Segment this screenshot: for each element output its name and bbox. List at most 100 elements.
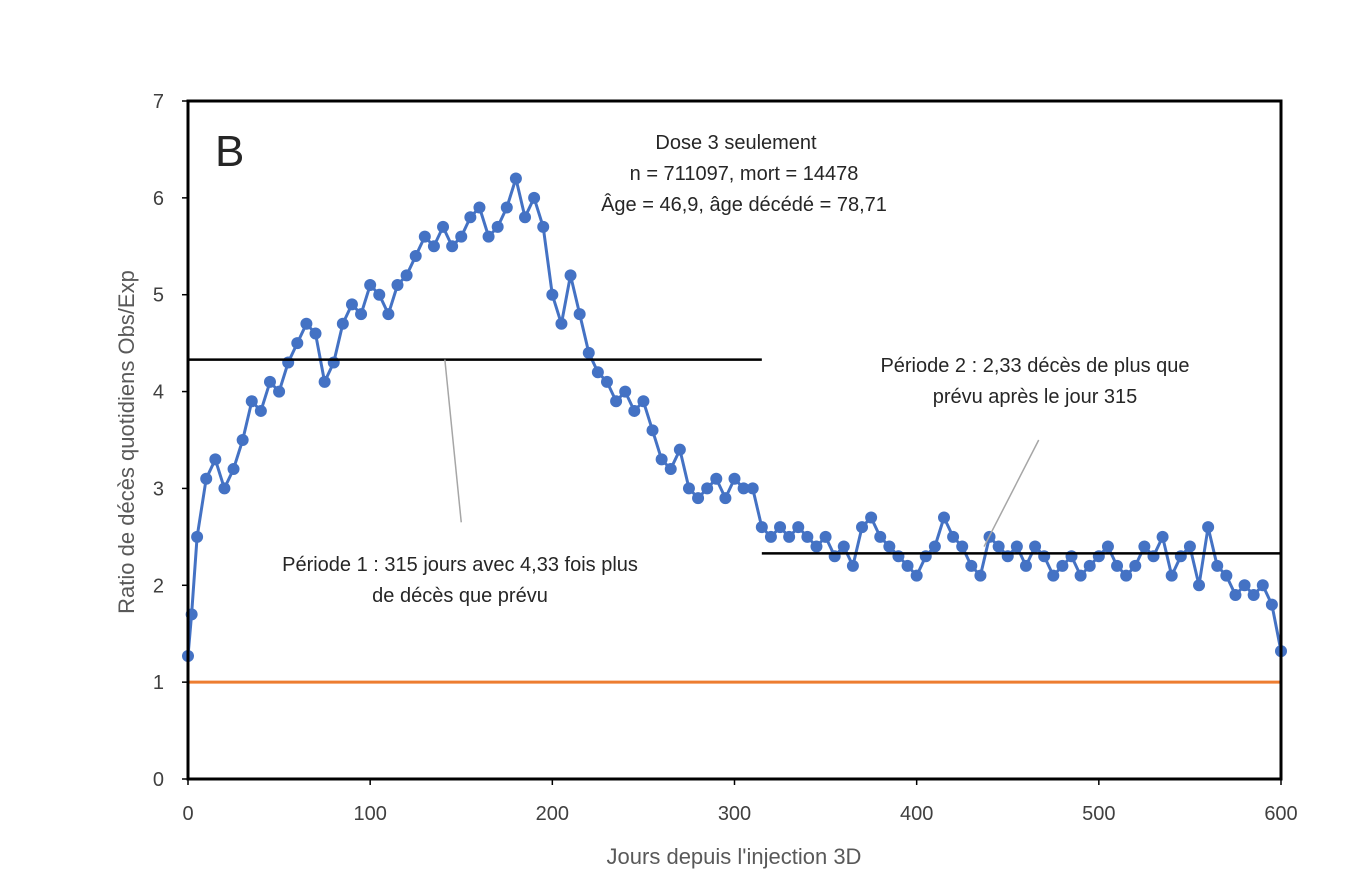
data-point: [346, 298, 358, 310]
data-point: [1239, 579, 1251, 591]
data-point: [1029, 541, 1041, 553]
data-point: [209, 453, 221, 465]
data-point: [455, 231, 467, 243]
data-point: [437, 221, 449, 233]
period-2-annotation: Période 2 : 2,33 décès de plus que prévu…: [880, 355, 1189, 408]
data-point: [246, 395, 258, 407]
data-point: [1147, 550, 1159, 562]
data-point: [1193, 579, 1205, 591]
data-point: [410, 250, 422, 262]
data-point: [1166, 570, 1178, 582]
data-point: [191, 531, 203, 543]
data-point: [565, 269, 577, 281]
data-point: [319, 376, 331, 388]
data-point: [592, 366, 604, 378]
x-tick-label: 0: [182, 803, 193, 825]
x-tick-label: 100: [353, 803, 386, 825]
data-point: [810, 541, 822, 553]
data-point: [1084, 560, 1096, 572]
data-point: [701, 482, 713, 494]
data-point: [228, 463, 240, 475]
data-point: [874, 531, 886, 543]
data-point: [601, 376, 613, 388]
data-point: [373, 289, 385, 301]
data-point: [792, 521, 804, 533]
data-point: [291, 337, 303, 349]
y-tick-label: 6: [153, 188, 164, 210]
data-point: [382, 308, 394, 320]
data-point: [647, 424, 659, 436]
data-point: [1202, 521, 1214, 533]
data-point: [1211, 560, 1223, 572]
data-point: [310, 327, 322, 339]
info-box: Dose 3 seulement n = 711097, mort = 1447…: [601, 132, 887, 216]
data-point: [929, 541, 941, 553]
data-point: [1047, 570, 1059, 582]
data-point: [710, 473, 722, 485]
data-point: [218, 482, 230, 494]
data-point: [200, 473, 212, 485]
data-point: [1075, 570, 1087, 582]
period-2-leader-line: [984, 440, 1039, 547]
series-line: [188, 179, 1281, 657]
period-2-text-2: prévu après le jour 315: [933, 386, 1138, 408]
data-point: [993, 541, 1005, 553]
data-point: [683, 482, 695, 494]
y-tick-label: 2: [153, 575, 164, 597]
data-point: [774, 521, 786, 533]
data-point: [337, 318, 349, 330]
data-point: [355, 308, 367, 320]
data-point: [938, 511, 950, 523]
data-point: [838, 541, 850, 553]
data-point: [947, 531, 959, 543]
data-point: [492, 221, 504, 233]
data-point: [674, 444, 686, 456]
data-point: [501, 202, 513, 214]
data-point: [1229, 589, 1241, 601]
y-tick-label: 3: [153, 478, 164, 500]
data-point: [865, 511, 877, 523]
info-line-2: n = 711097, mort = 14478: [630, 163, 859, 185]
data-point: [1093, 550, 1105, 562]
data-point: [911, 570, 923, 582]
data-point: [401, 269, 413, 281]
data-point: [883, 541, 895, 553]
data-point: [747, 482, 759, 494]
data-point: [282, 357, 294, 369]
info-line-1: Dose 3 seulement: [655, 132, 817, 154]
data-point: [328, 357, 340, 369]
x-axis-title: Jours depuis l'injection 3D: [607, 844, 862, 869]
data-point: [801, 531, 813, 543]
chart: 01234567 0 100 200 300 400 500 600 Ratio de dé…: [0, 0, 1362, 890]
data-point: [820, 531, 832, 543]
data-point: [656, 453, 668, 465]
data-point: [956, 541, 968, 553]
data-point: [1257, 579, 1269, 591]
data-point: [1138, 541, 1150, 553]
data-point: [692, 492, 704, 504]
data-point: [428, 240, 440, 252]
series-obs-exp: [182, 172, 1287, 662]
data-point: [1111, 560, 1123, 572]
x-tick-label: 300: [718, 803, 751, 825]
data-point: [892, 550, 904, 562]
data-point: [756, 521, 768, 533]
data-point: [574, 308, 586, 320]
data-point: [920, 550, 932, 562]
data-point: [1175, 550, 1187, 562]
data-point: [902, 560, 914, 572]
data-point: [1157, 531, 1169, 543]
data-point: [1266, 599, 1278, 611]
data-point: [537, 221, 549, 233]
data-point: [1248, 589, 1260, 601]
data-point: [473, 202, 485, 214]
data-point: [555, 318, 567, 330]
period-1-text-2: de décès que prévu: [372, 585, 548, 607]
data-point: [364, 279, 376, 291]
data-point: [1102, 541, 1114, 553]
data-point: [510, 172, 522, 184]
data-point: [1184, 541, 1196, 553]
data-point: [273, 386, 285, 398]
y-tick-label: 4: [153, 382, 164, 404]
data-point: [255, 405, 267, 417]
